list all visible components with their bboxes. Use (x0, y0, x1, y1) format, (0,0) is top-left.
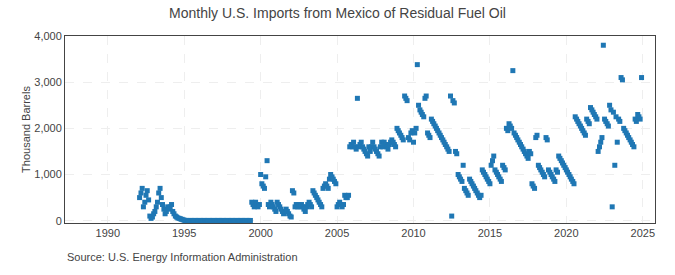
svg-text:2010: 2010 (401, 227, 425, 239)
svg-text:1,000: 1,000 (34, 168, 62, 180)
svg-text:2015: 2015 (478, 227, 502, 239)
svg-text:4,000: 4,000 (34, 30, 62, 42)
svg-text:2000: 2000 (248, 227, 272, 239)
svg-text:3,000: 3,000 (34, 76, 62, 88)
svg-text:2020: 2020 (554, 227, 578, 239)
svg-text:2005: 2005 (325, 227, 349, 239)
svg-text:Monthly U.S. Imports from Mexi: Monthly U.S. Imports from Mexico of Resi… (169, 5, 506, 21)
svg-text:1995: 1995 (172, 227, 196, 239)
svg-text:1990: 1990 (96, 227, 120, 239)
svg-text:Source: U.S. Energy Informatio: Source: U.S. Energy Information Administ… (67, 251, 298, 263)
svg-text:Thousand Barrels: Thousand Barrels (20, 86, 32, 173)
svg-text:2,000: 2,000 (34, 122, 62, 134)
svg-text:2025: 2025 (631, 227, 655, 239)
svg-text:0: 0 (56, 215, 62, 227)
